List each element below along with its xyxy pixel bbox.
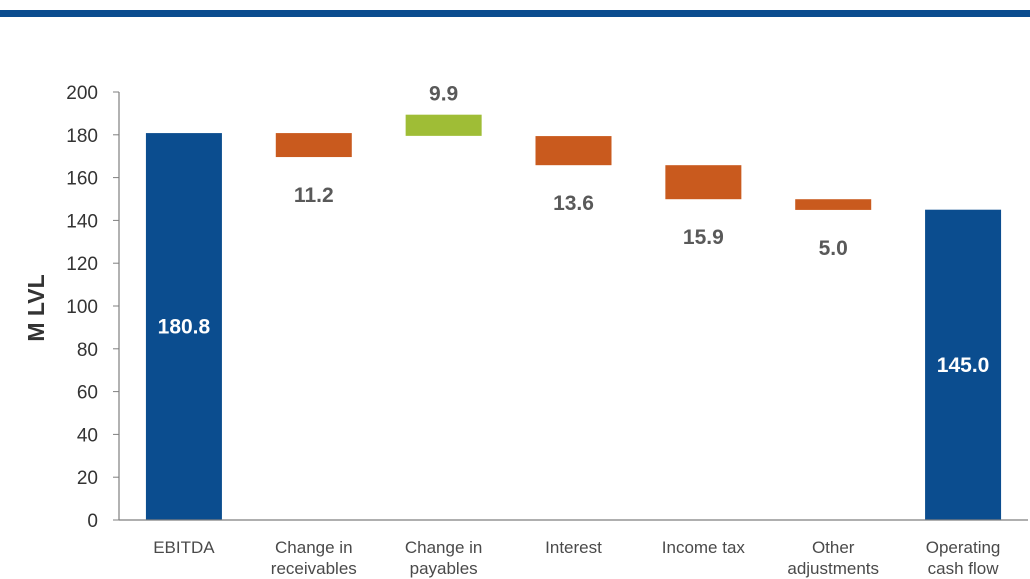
x-category-label: Interest [545, 538, 602, 557]
y-tick-label: 180 [66, 126, 98, 147]
bar-decrease [535, 136, 612, 166]
y-tick-label: 140 [66, 211, 98, 232]
data-label: 11.2 [294, 184, 334, 207]
data-label: 15.9 [683, 226, 724, 249]
x-category-label: Operating cash flow [926, 538, 1001, 578]
y-axis-ticks: 0 20 40 60 80 100 120 140 160 180 200 [66, 83, 119, 532]
bar-total [925, 209, 1002, 520]
bar-decrease [665, 165, 742, 200]
y-tick-label: 20 [77, 468, 98, 489]
data-label: 145.0 [937, 354, 990, 377]
data-label: 5.0 [819, 237, 848, 260]
x-axis-labels: EBITDA Change in receivables Change in payab… [153, 538, 1000, 578]
bar-decrease [275, 133, 352, 158]
data-labels: 180.8 11.2 9.9 13.6 15.9 5.0 145.0 [158, 83, 990, 377]
bars [145, 114, 1002, 520]
y-tick-label: 160 [66, 169, 98, 190]
bar-total [145, 133, 222, 520]
y-tick-label: 40 [77, 425, 98, 446]
data-label: 180.8 [158, 316, 211, 339]
bar-decrease [795, 199, 872, 210]
data-label: 9.9 [429, 83, 458, 106]
y-tick-label: 0 [87, 511, 98, 532]
bar-increase [405, 114, 482, 136]
x-category-label: Change in payables [405, 538, 483, 578]
x-category-label: Other adjustments [787, 538, 879, 578]
y-axis-title: M LVL [23, 274, 49, 341]
x-category-label: Change in receivables [271, 538, 357, 578]
y-tick-label: 200 [66, 83, 98, 104]
top-rule [0, 10, 1030, 17]
x-category-label: Income tax [662, 538, 746, 557]
data-label: 13.6 [553, 192, 594, 215]
y-tick-label: 80 [77, 340, 98, 361]
x-category-label: EBITDA [153, 538, 215, 557]
y-tick-label: 120 [66, 254, 98, 275]
y-tick-label: 100 [66, 297, 98, 318]
y-tick-label: 60 [77, 383, 98, 404]
